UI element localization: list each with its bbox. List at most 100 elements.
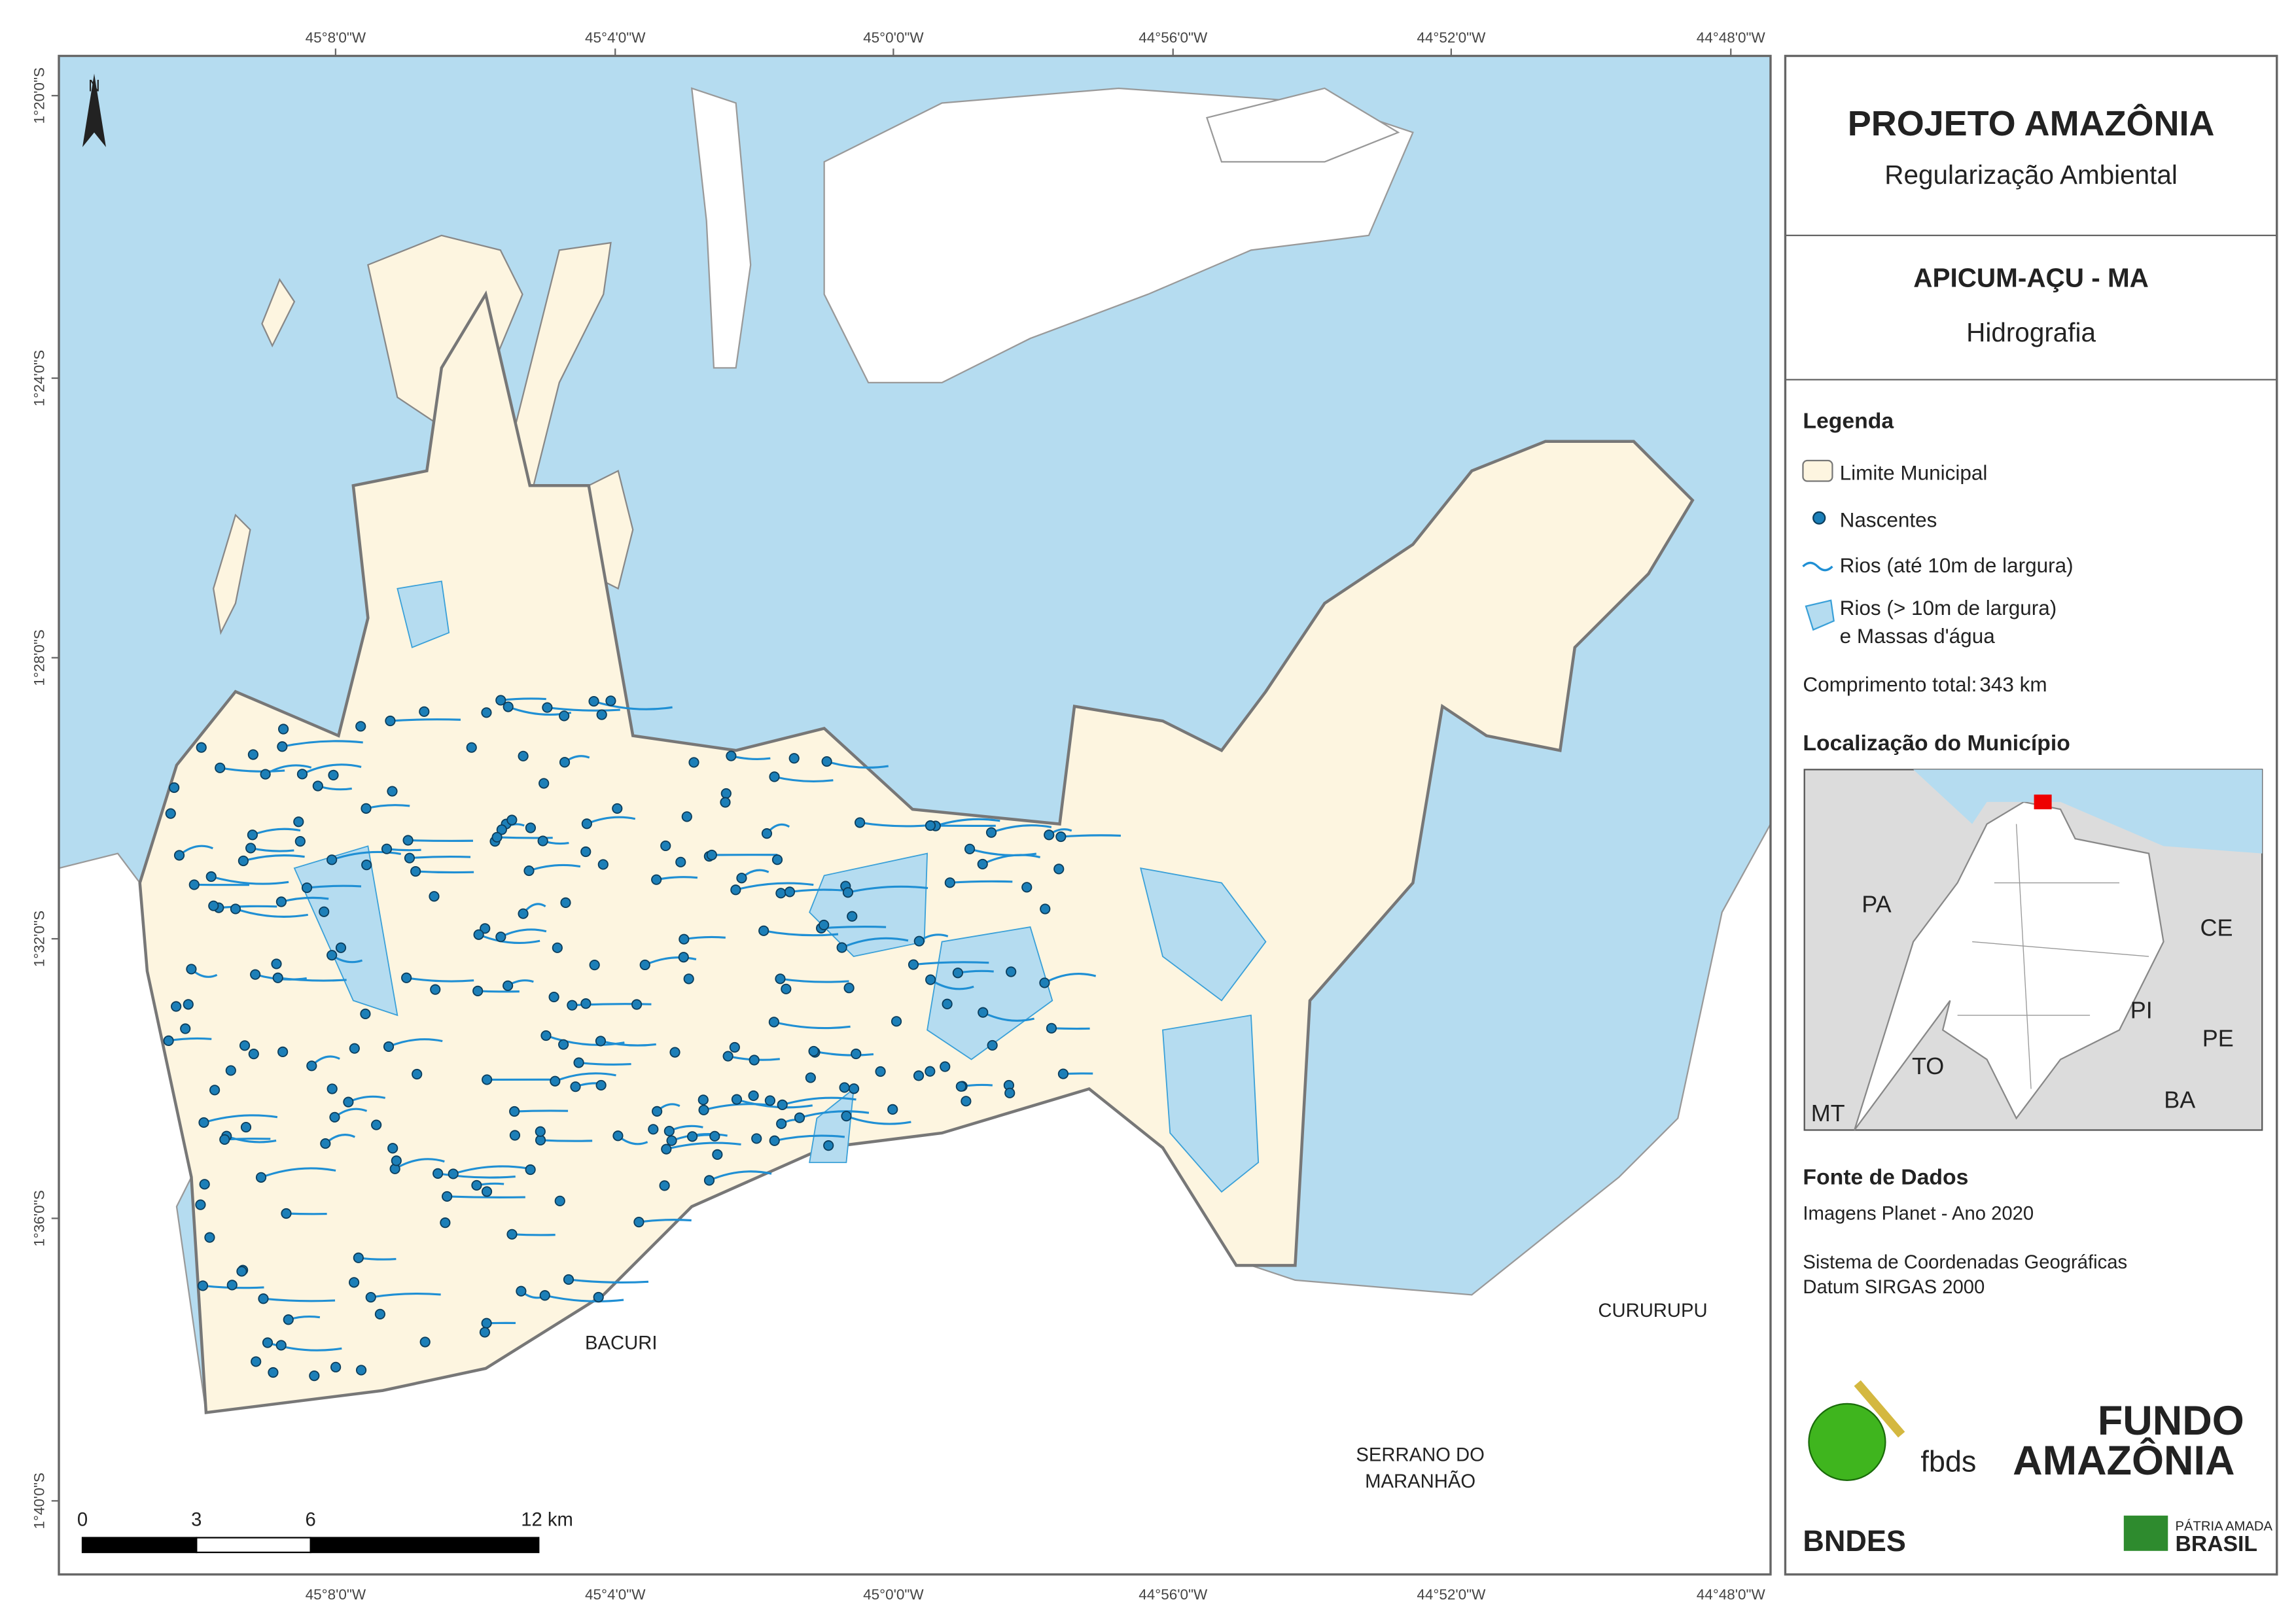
river <box>267 1341 342 1352</box>
spring <box>648 1124 659 1135</box>
spring <box>769 1135 780 1146</box>
spring <box>495 932 506 943</box>
inset-highlight <box>2034 794 2052 810</box>
water-body <box>1162 1014 1260 1193</box>
scale-label: 12 km <box>521 1510 573 1531</box>
spring <box>163 1035 174 1047</box>
total-label: Comprimento total: <box>1803 672 1977 696</box>
river <box>969 848 1037 856</box>
spring <box>596 709 607 720</box>
river <box>512 1233 556 1236</box>
spring <box>355 721 366 732</box>
scale-bar: 0 3 6 12 km <box>77 1510 573 1554</box>
river <box>388 1038 443 1048</box>
coordinate-labels: 45°8'0"W 45°8'0"W 45°4'0"W 45°4'0"W 45°0'0"W… <box>31 29 1766 1603</box>
spring <box>481 707 492 718</box>
spring <box>952 968 963 979</box>
spring <box>404 852 415 864</box>
spring <box>471 1179 482 1191</box>
river <box>415 870 474 874</box>
spring <box>660 840 671 852</box>
spring <box>328 769 339 781</box>
longitude-label: 44°48'0"W <box>1697 29 1766 46</box>
inset-map: PA CE PI TO PE BA MT <box>1803 769 2263 1131</box>
latitude-label: 1°24'0"S <box>31 350 48 406</box>
river <box>437 1172 516 1179</box>
river <box>331 850 401 861</box>
spring <box>681 811 692 822</box>
longitude-label: 45°8'0"W <box>306 1586 366 1603</box>
river <box>1051 1027 1090 1030</box>
water-body <box>1140 867 1267 1002</box>
river <box>545 1034 625 1046</box>
spring <box>595 1079 607 1091</box>
spring <box>663 1125 675 1137</box>
river <box>306 884 362 889</box>
river <box>665 1142 741 1151</box>
spring <box>365 1291 376 1303</box>
spring <box>631 999 643 1010</box>
spring <box>198 1117 209 1128</box>
spring <box>875 1066 886 1077</box>
spring <box>652 1106 663 1117</box>
spring <box>247 749 259 760</box>
spring <box>518 908 529 919</box>
river <box>447 1195 525 1198</box>
river <box>780 977 849 983</box>
springs <box>163 695 1069 1382</box>
spring <box>720 797 731 808</box>
river <box>593 700 673 710</box>
river <box>773 1021 851 1030</box>
spring <box>987 1039 998 1051</box>
spring <box>913 1070 925 1081</box>
map-body: BACURI CURURUPU SERRANO DO MARANHÃO N 0 3… <box>59 56 1771 1575</box>
river <box>826 760 889 769</box>
source-line: Datum SIRGAS 2000 <box>1803 1277 1985 1298</box>
legend-item: Rios (até 10m de largura) <box>1840 553 2074 577</box>
spring <box>240 1121 252 1133</box>
spring <box>659 1180 670 1191</box>
river <box>554 1072 616 1083</box>
spring <box>977 858 988 870</box>
spring <box>387 1143 398 1154</box>
river <box>845 1115 911 1125</box>
spring <box>805 1072 816 1083</box>
spring <box>777 1099 788 1111</box>
spring <box>784 886 796 898</box>
spring <box>509 1130 521 1141</box>
spring <box>612 1130 624 1142</box>
spring <box>925 820 936 831</box>
river <box>453 1165 527 1175</box>
spring <box>301 882 313 894</box>
spring <box>173 850 185 861</box>
longitude-label: 45°4'0"W <box>585 1586 646 1603</box>
river <box>282 740 363 748</box>
place-label: CURURUPU <box>1598 1300 1707 1321</box>
spring <box>593 1291 604 1303</box>
spring <box>283 1314 294 1325</box>
spring <box>580 846 592 858</box>
latitude-label: 1°36'0"S <box>31 1190 48 1246</box>
spring <box>639 959 650 971</box>
location-title: Localização do Município <box>1803 731 2070 756</box>
spring <box>349 1043 360 1054</box>
spring <box>262 1337 274 1348</box>
place-label: MARANHÃO <box>1365 1470 1475 1492</box>
spring <box>247 829 258 841</box>
spring <box>188 879 200 890</box>
river <box>799 1110 870 1119</box>
spring <box>819 919 830 931</box>
spring <box>978 1007 989 1018</box>
spring <box>588 695 599 707</box>
spring <box>343 1096 354 1108</box>
spring <box>473 929 484 940</box>
spring <box>260 769 271 780</box>
river <box>568 1278 649 1283</box>
logo-shape <box>2123 1515 2168 1551</box>
spring <box>419 1336 431 1348</box>
spring <box>686 1131 698 1142</box>
spring <box>855 817 866 828</box>
total-value: 343 km <box>1979 672 2047 696</box>
longitude-label: 45°0'0"W <box>863 29 924 46</box>
spring <box>251 1356 262 1367</box>
